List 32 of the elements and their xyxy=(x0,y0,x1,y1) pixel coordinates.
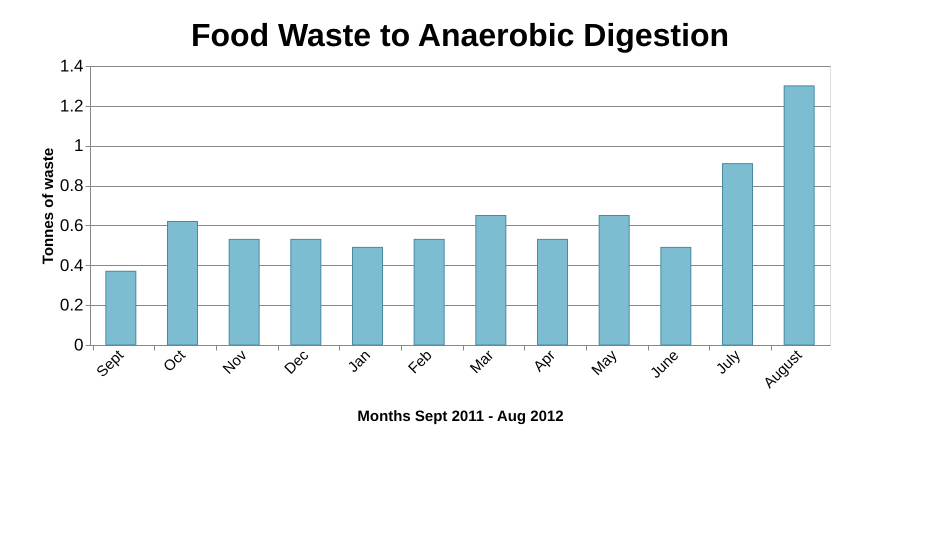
x-tick-label: July xyxy=(712,346,744,378)
y-tick-label: 1 xyxy=(74,136,84,156)
x-axis-title: Months Sept 2011 - Aug 2012 xyxy=(357,408,564,426)
bar xyxy=(598,214,630,346)
bar xyxy=(352,246,383,346)
bar xyxy=(228,238,260,346)
x-tick-label: May xyxy=(588,346,621,379)
bar xyxy=(414,238,445,346)
y-tick-label: 1.4 xyxy=(60,56,84,76)
x-tick-label: Jan xyxy=(344,346,374,376)
x-tick-label: Apr xyxy=(530,346,559,376)
bar xyxy=(660,246,692,346)
x-tick-label: Oct xyxy=(160,346,190,376)
chart-title: Food Waste to Anaerobic Digestion xyxy=(190,17,730,53)
y-tick-label: 0.2 xyxy=(60,296,84,315)
x-tick-label: Mar xyxy=(466,346,498,378)
bar xyxy=(537,238,568,346)
y-tick-label: 0.6 xyxy=(60,216,84,235)
bar xyxy=(722,163,753,346)
bar xyxy=(475,214,506,346)
y-tick-label: 0.4 xyxy=(60,256,84,275)
x-tick-label: Nov xyxy=(220,346,251,378)
x-tick-label: Feb xyxy=(405,346,436,378)
y-axis-title: Tonnes of waste xyxy=(40,148,57,264)
y-tick-label: 0 xyxy=(74,336,84,354)
x-tick-label: Dec xyxy=(281,346,313,378)
bar xyxy=(167,220,198,346)
y-tick-label: 1.2 xyxy=(60,96,84,116)
bar xyxy=(290,238,322,346)
bar xyxy=(784,85,815,346)
bar xyxy=(105,270,136,346)
y-tick-label: 0.8 xyxy=(60,176,84,196)
